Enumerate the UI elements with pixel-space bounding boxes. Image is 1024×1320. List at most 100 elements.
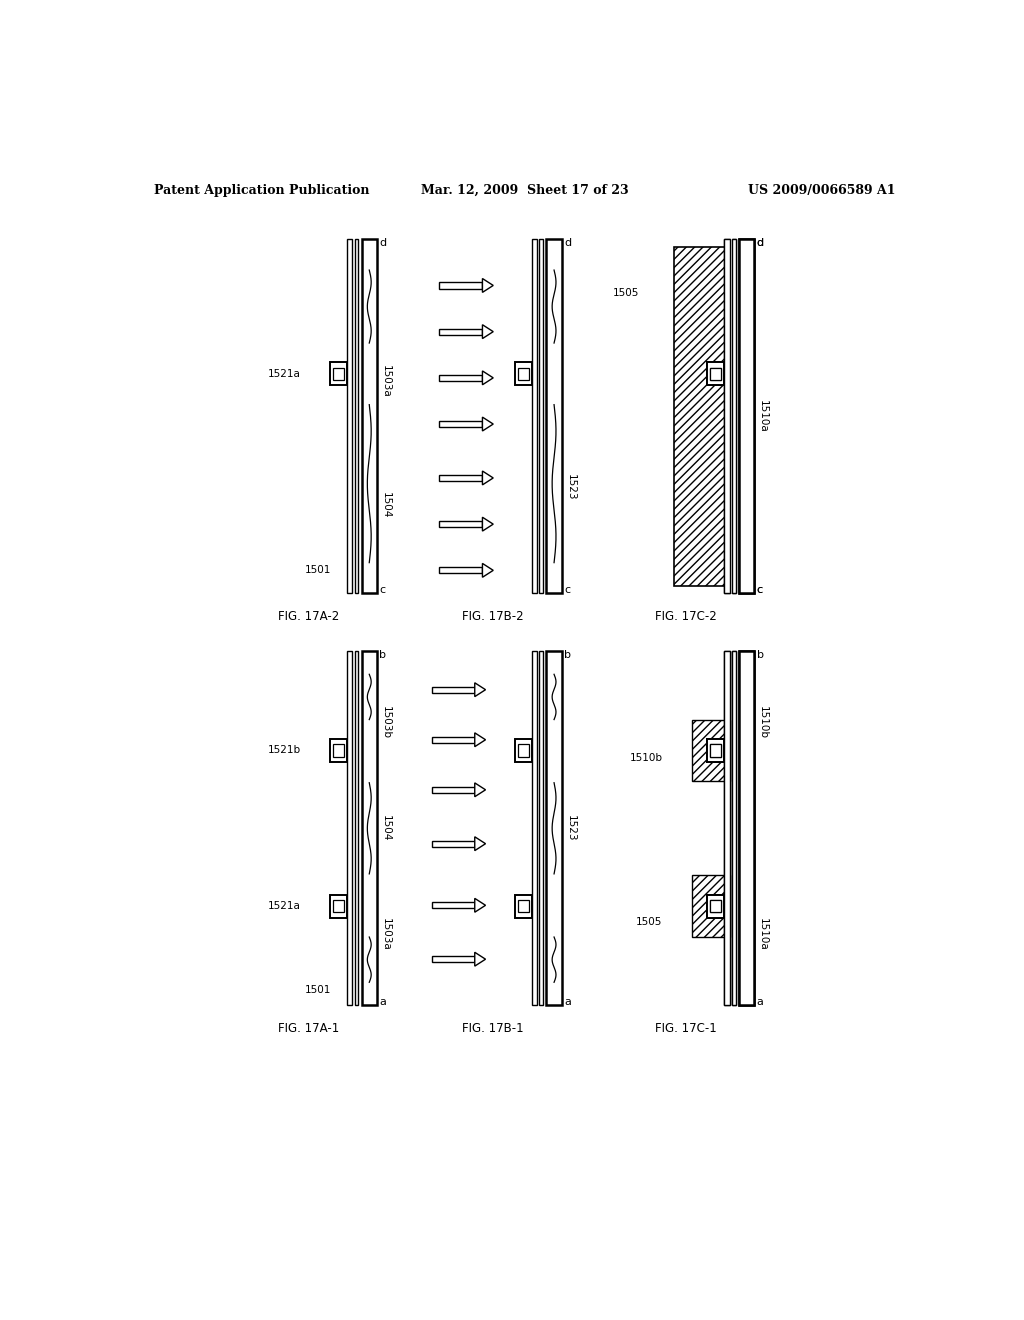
Text: FIG. 17A-1: FIG. 17A-1 [278,1022,339,1035]
Bar [333,744,344,756]
Bar [739,239,755,594]
Bar [708,895,724,917]
Bar [439,282,482,289]
Bar [711,744,721,756]
Bar [732,239,736,594]
Bar [432,686,475,693]
Bar [711,368,721,380]
Bar [439,375,482,381]
Bar [515,362,531,385]
Bar [547,651,562,1006]
Bar [724,651,730,1006]
Bar [708,741,724,759]
Text: d: d [757,238,764,248]
Bar [432,787,475,793]
Bar [333,368,344,380]
Bar [711,900,721,912]
Bar [692,875,730,937]
Text: a: a [564,997,571,1007]
Bar [518,368,528,380]
Bar [531,239,538,594]
Bar [432,737,475,743]
Polygon shape [482,564,494,577]
Text: 1521a: 1521a [268,902,301,911]
Bar [361,239,377,594]
Bar [674,247,736,586]
Polygon shape [475,733,485,747]
Bar [711,900,721,912]
Bar [330,895,347,917]
Text: 1501: 1501 [305,985,332,995]
Text: 1510a: 1510a [758,400,768,433]
Text: d: d [757,238,764,248]
Bar [708,739,724,762]
Text: b: b [564,649,571,660]
Bar [347,239,352,594]
Bar [330,362,347,385]
Text: 1521b: 1521b [267,746,301,755]
Text: d: d [564,238,571,248]
Text: US 2009/0066589 A1: US 2009/0066589 A1 [749,185,896,197]
Text: b: b [379,649,386,660]
Bar [732,651,736,1006]
Polygon shape [482,471,494,484]
Text: FIG. 17C-1: FIG. 17C-1 [655,1022,717,1035]
Bar [432,841,475,847]
Text: 1523: 1523 [565,474,575,500]
Text: 1510b: 1510b [758,706,768,739]
Bar [692,719,730,781]
Text: FIG. 17A-2: FIG. 17A-2 [278,610,339,623]
Bar [732,239,736,594]
Bar [432,956,475,962]
Bar [739,239,755,594]
Text: 1503b: 1503b [381,706,391,739]
Text: 1501: 1501 [305,565,332,576]
Text: FIG. 17C-2: FIG. 17C-2 [655,610,717,623]
Polygon shape [482,325,494,339]
Text: c: c [379,585,385,594]
Text: 1504: 1504 [381,816,391,841]
Text: 1523: 1523 [565,814,575,842]
Bar [724,239,730,594]
Polygon shape [475,682,485,697]
Bar [330,739,347,762]
Bar [518,744,528,756]
Polygon shape [482,371,494,385]
Bar [724,239,730,594]
Text: c: c [757,585,763,594]
Text: 1510b: 1510b [630,754,663,763]
Text: 1510a: 1510a [758,919,768,950]
Bar [708,739,724,762]
Text: d: d [379,238,386,248]
Bar [361,651,377,1006]
Bar [730,239,737,594]
Bar [439,329,482,335]
Bar [432,903,475,908]
Polygon shape [482,417,494,430]
Polygon shape [475,837,485,850]
Text: a: a [379,997,386,1007]
Bar [439,475,482,480]
Bar [708,895,724,917]
Polygon shape [475,952,485,966]
Text: 1503a: 1503a [381,919,391,950]
Bar [518,900,528,912]
Bar [739,651,755,1006]
Bar [711,744,721,756]
Bar [333,900,344,912]
Bar [724,651,730,1006]
Bar [439,421,482,428]
Bar [347,651,352,1006]
Bar [439,568,482,573]
Bar [515,895,531,917]
Text: c: c [757,585,763,594]
Bar [515,739,531,762]
Polygon shape [482,517,494,531]
Text: 1503a: 1503a [381,364,391,397]
Text: b: b [757,649,764,660]
Polygon shape [475,783,485,797]
Bar [439,521,482,527]
Bar [708,362,724,385]
Bar [708,898,724,916]
Bar [547,239,562,594]
